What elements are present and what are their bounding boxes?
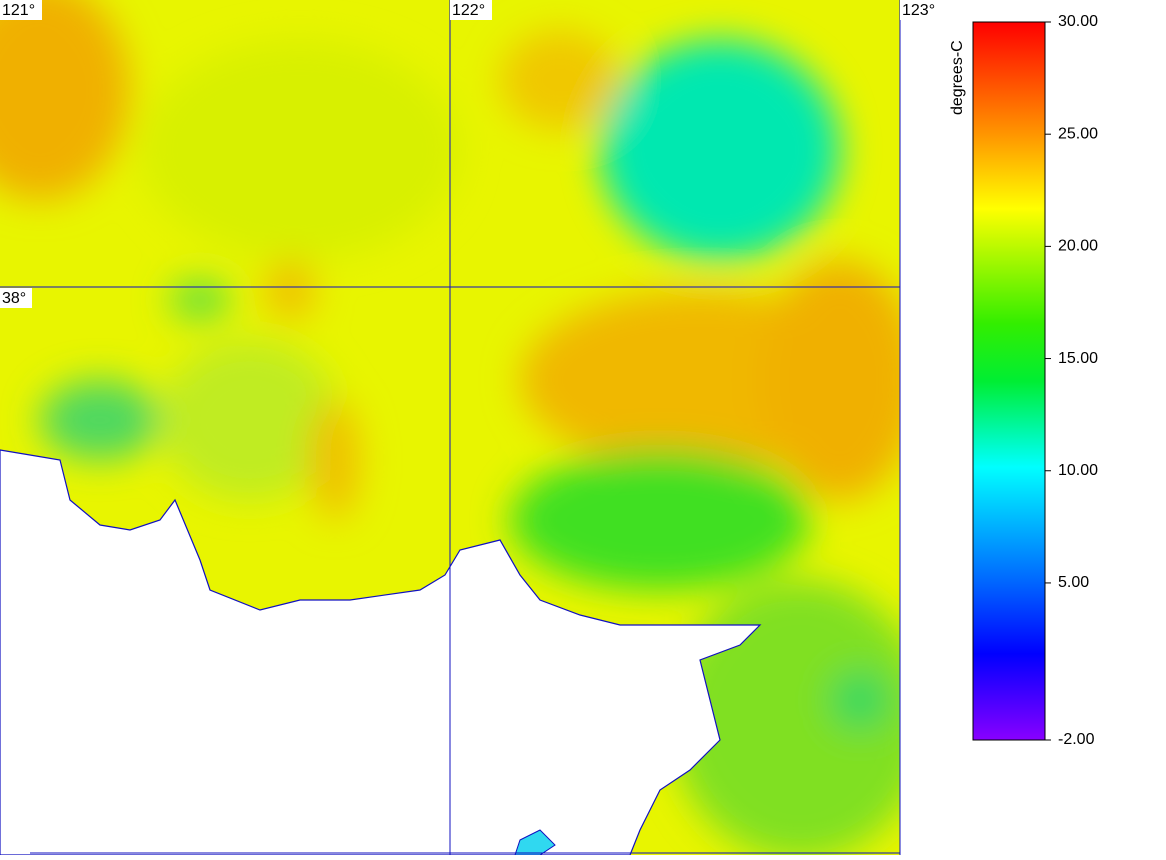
lon-label: 122°: [452, 2, 485, 19]
sst-field: [0, 0, 900, 855]
graticule: [0, 0, 901, 855]
lon-label: 121°: [2, 2, 35, 19]
lat-label: 38°: [2, 290, 26, 307]
colorbar-tick-label: 30.00: [1058, 13, 1098, 30]
colorbar-tick-label: 15.00: [1058, 350, 1098, 367]
colorbar-tick-label: 20.00: [1058, 238, 1098, 255]
colorbar-tick-label: 25.00: [1058, 125, 1098, 142]
colorbar-tick-label: -2.00: [1058, 731, 1095, 748]
colorbar-tick-label: 10.00: [1058, 462, 1098, 479]
colorbar-tick-label: 5.00: [1058, 574, 1089, 591]
colorbar-unit: degrees-C: [949, 40, 966, 115]
colorbar: [972, 21, 1046, 741]
lon-label: 123°: [902, 2, 935, 19]
